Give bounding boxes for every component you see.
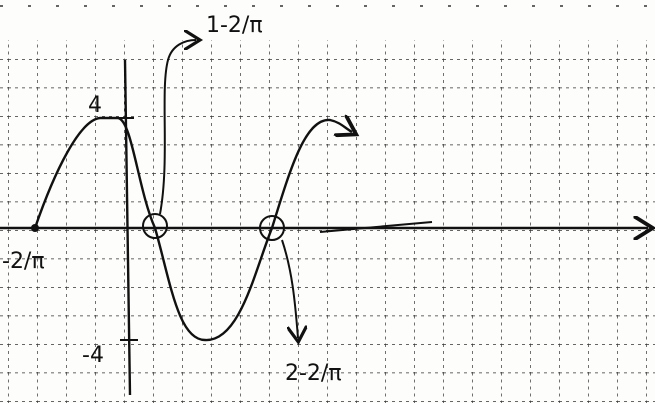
min-label: -4 [82, 343, 104, 368]
graph-sketch: 1-2/π 2-2/π -2/π 4 -4 [0, 0, 655, 403]
root-label: 1-2/π [206, 13, 263, 38]
max-label: 4 [88, 93, 102, 118]
root-label: 2-2/π [285, 361, 342, 386]
point [31, 224, 39, 232]
root-label: -2/π [2, 249, 45, 274]
